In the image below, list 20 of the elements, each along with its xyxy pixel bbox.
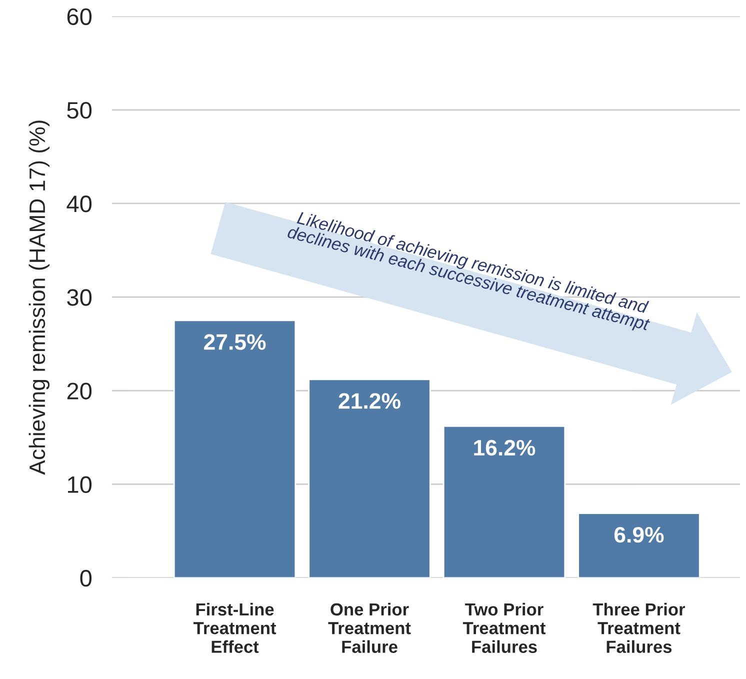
y-tick-label: 40: [66, 196, 92, 212]
y-tick-label: 60: [67, 8, 92, 26]
y-tick-label: 20: [67, 382, 92, 400]
data-label: 6.9%: [614, 526, 664, 543]
y-tick-label: 10: [68, 476, 92, 494]
y-tick-label: 30: [67, 289, 92, 306]
y-axis-title: Achieving remission (HAMD 17) (%): [28, 120, 50, 475]
x-tick-label: One Prior Treatment Failure: [328, 602, 411, 653]
bar: [308, 378, 431, 578]
bar: [578, 512, 700, 578]
x-tick-label: Three Prior Treatment Failures: [592, 602, 686, 653]
x-tick-label: First-Line Treatment Effect: [193, 602, 276, 653]
data-label: 21.2%: [338, 393, 400, 409]
bar: [173, 320, 296, 578]
data-label: 16.2%: [474, 440, 536, 456]
y-tick-label: 50: [67, 102, 92, 119]
y-tick-label: 0: [80, 570, 92, 587]
x-tick-label: Two Prior Treatment Failures: [462, 602, 546, 653]
data-label: 27.5%: [204, 334, 266, 350]
bar: [442, 426, 566, 578]
